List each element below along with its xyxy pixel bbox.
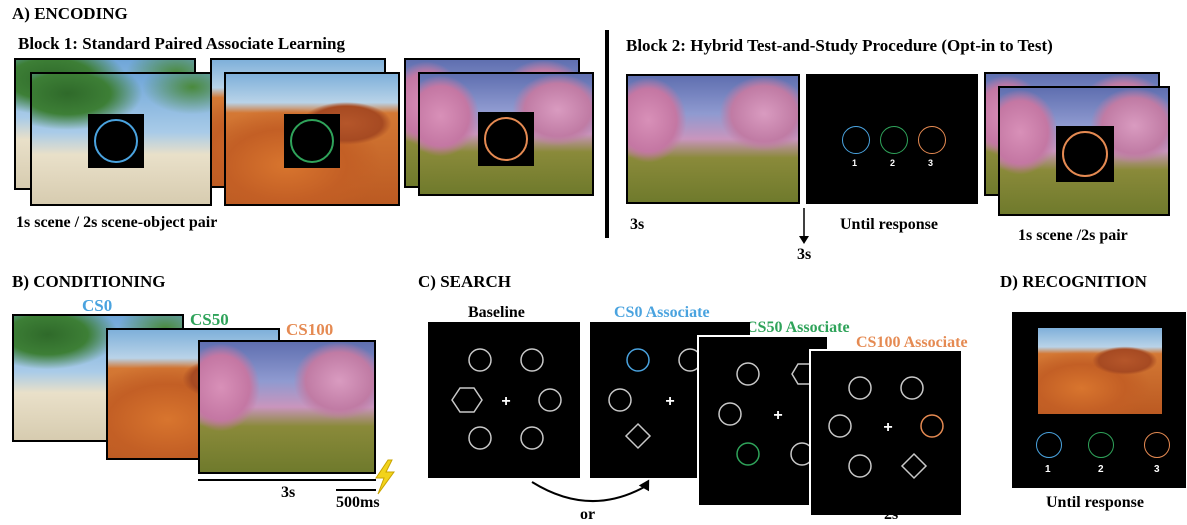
option-3-number: 3 <box>928 158 934 168</box>
cs-duration-label: 3s <box>281 484 296 501</box>
option-2-circle <box>1088 432 1114 458</box>
cs0-associate-label: CS0 Associate <box>614 304 710 321</box>
cs100-circle-object <box>484 117 528 161</box>
or-arrow <box>531 481 647 502</box>
until-response-label: Until response <box>840 216 938 233</box>
baseline-label: Baseline <box>468 304 525 321</box>
recognition-display: 1 2 3 <box>1012 312 1186 488</box>
block1-caption: 1s scene / 2s scene-object pair <box>16 214 218 231</box>
cs0-circle-object <box>94 119 138 163</box>
cs50-label: CS50 <box>190 310 229 329</box>
recognition-heading: D) RECOGNITION <box>1000 272 1147 291</box>
block2-response-screen: 1 2 3 <box>806 74 978 204</box>
canyon-scene-front <box>224 72 400 206</box>
cs50-circle-object <box>290 119 334 163</box>
search-duration-label: 2s <box>884 506 899 523</box>
restudy-caption: 1s scene /2s pair <box>1018 227 1128 244</box>
conditioning-heading: B) CONDITIONING <box>12 272 166 291</box>
timeline <box>198 459 395 495</box>
orchard-scene-front <box>418 72 594 196</box>
cs100-label: CS100 <box>286 320 334 339</box>
encoding-heading: A) ENCODING <box>12 4 128 23</box>
svg-text:+: + <box>773 407 782 424</box>
cs50-associate-label: CS50 Associate <box>746 319 850 336</box>
recognition-caption: Until response <box>1046 494 1144 511</box>
object-panel <box>284 114 340 168</box>
block2-scene <box>626 74 800 204</box>
feedback-delay-label: 3s <box>797 246 812 263</box>
scene-duration-label: 3s <box>630 216 645 233</box>
cs0-label: CS0 <box>82 296 113 315</box>
option-2-number: 2 <box>1098 464 1104 475</box>
option-2-circle <box>880 126 908 154</box>
block1-title: Block 1: Standard Paired Associate Learn… <box>18 34 345 53</box>
cs100-scene <box>198 340 376 474</box>
baseline-display: + <box>428 322 580 478</box>
svg-text:+: + <box>665 393 674 410</box>
option-1-circle <box>842 126 870 154</box>
option-1-number: 1 <box>852 158 858 168</box>
object-panel <box>478 112 534 166</box>
object-panel <box>1056 126 1114 182</box>
option-3-circle <box>918 126 946 154</box>
cs50-associate-display: + <box>697 335 829 507</box>
option-3-circle <box>1144 432 1170 458</box>
cs100-associate-label: CS100 Associate <box>856 334 968 351</box>
down-arrow <box>799 208 809 244</box>
search-heading: C) SEARCH <box>418 272 512 291</box>
cs100-associate-display: + <box>809 349 963 517</box>
block2-title: Block 2: Hybrid Test-and-Study Procedure… <box>626 36 1053 55</box>
or-label: or <box>580 506 596 523</box>
recognition-scene <box>1038 328 1162 414</box>
shock-duration-label: 500ms <box>336 494 380 511</box>
beach-scene-front <box>30 72 212 206</box>
block-divider <box>605 30 609 238</box>
search-displays: + + + + <box>428 322 963 517</box>
svg-text:+: + <box>883 419 892 436</box>
shock-icon <box>375 459 395 495</box>
option-1-circle <box>1036 432 1062 458</box>
block2-restudy-front <box>998 86 1170 216</box>
object-panel <box>88 114 144 168</box>
option-2-number: 2 <box>890 158 896 168</box>
svg-text:+: + <box>501 393 510 410</box>
option-3-number: 3 <box>1154 464 1160 475</box>
option-1-number: 1 <box>1045 464 1051 475</box>
cs100-circle-object <box>1062 131 1108 177</box>
